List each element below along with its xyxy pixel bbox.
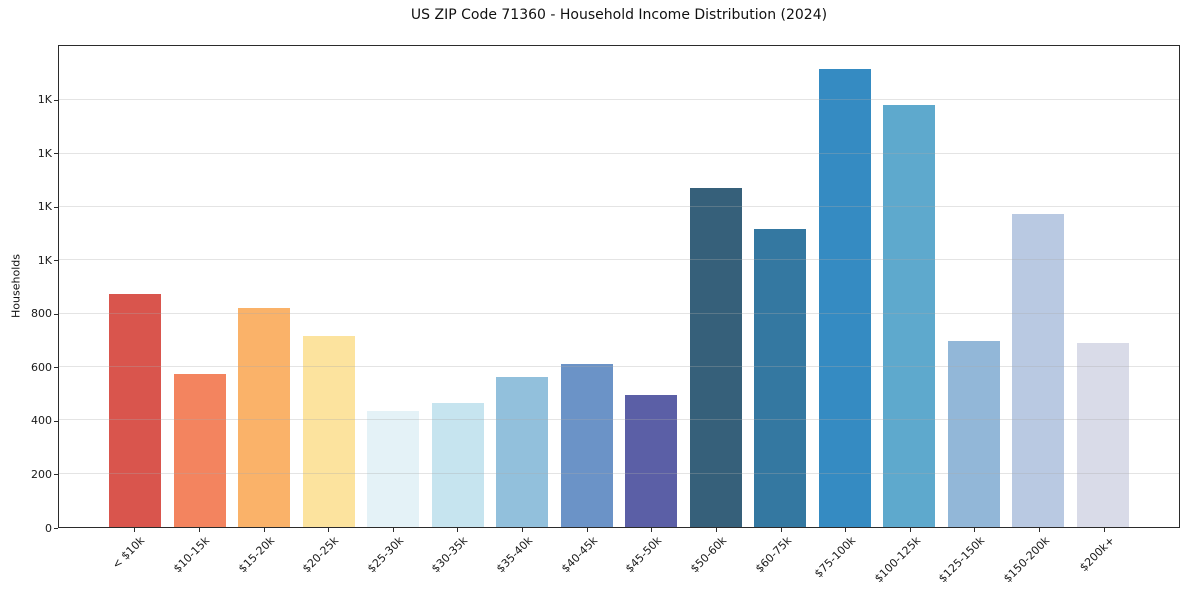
gridline	[59, 259, 1179, 261]
bar	[560, 363, 613, 527]
bar-slot	[1071, 46, 1136, 527]
bar-slot	[619, 46, 684, 527]
bar	[109, 293, 162, 527]
gridline	[59, 419, 1179, 421]
x-tick-label: $100-125k	[871, 534, 924, 586]
chart-title: US ZIP Code 71360 - Household Income Dis…	[410, 7, 828, 23]
y-tick-mark	[54, 474, 58, 476]
bar-slot	[813, 46, 878, 527]
x-tick-mark	[845, 528, 847, 532]
x-tick-label: $60-75k	[752, 534, 794, 576]
bar	[496, 377, 549, 527]
x-tick-mark	[974, 528, 976, 532]
gridline	[59, 152, 1179, 154]
x-tick-mark	[328, 528, 330, 532]
y-tick-mark	[54, 153, 58, 155]
y-tick-mark	[54, 260, 58, 262]
bar-slot	[942, 46, 1007, 527]
y-tick-mark	[54, 367, 58, 369]
bar-slot	[297, 46, 362, 527]
bar	[883, 105, 936, 527]
x-tick-mark	[586, 528, 588, 532]
gridline	[59, 99, 1179, 101]
bar	[1012, 213, 1065, 527]
bar	[302, 336, 355, 527]
bar	[754, 228, 807, 527]
x-tick-mark	[651, 528, 653, 532]
bar	[947, 340, 1000, 527]
x-tick-label: $20-25k	[300, 534, 342, 576]
bar	[689, 187, 742, 527]
y-tick-label: 0	[45, 521, 52, 535]
bar-slot	[426, 46, 491, 527]
gridline	[59, 206, 1179, 208]
x-tick-mark	[909, 528, 911, 532]
x-tick-label: $40-45k	[558, 534, 600, 576]
x-tick-label: $15-20k	[235, 534, 277, 576]
x-tick-label: $45-50k	[623, 534, 665, 576]
y-tick-label: 1K	[37, 253, 52, 267]
x-tick-label: $30-35k	[429, 534, 471, 576]
x-tick-mark	[715, 528, 717, 532]
x-tick-mark	[780, 528, 782, 532]
bar-slot	[684, 46, 749, 527]
bar	[238, 308, 291, 527]
y-tick-label: 800	[31, 307, 52, 321]
y-tick-label: 600	[31, 360, 52, 374]
x-tick-mark	[522, 528, 524, 532]
bar-slot	[232, 46, 297, 527]
bar-slot	[1006, 46, 1071, 527]
x-tick-label: $75-100k	[812, 534, 859, 581]
bar-slot	[877, 46, 942, 527]
gridline	[59, 366, 1179, 368]
bar	[625, 394, 678, 527]
gridline	[59, 312, 1179, 314]
x-tick-label: $200k+	[1076, 534, 1117, 575]
y-tick-label: 200	[31, 467, 52, 481]
y-tick-label: 400	[31, 414, 52, 428]
x-tick-label: < $10k	[109, 534, 148, 572]
x-tick-label: $25-30k	[364, 534, 407, 576]
bar-slot	[103, 46, 168, 527]
x-tick-mark	[134, 528, 136, 532]
bar	[173, 373, 226, 527]
y-tick-mark	[54, 420, 58, 422]
x-tick-label: $150-200k	[1001, 534, 1053, 586]
bar-slot	[168, 46, 233, 527]
bars-container	[59, 46, 1179, 527]
y-tick-mark	[54, 99, 58, 101]
bar	[431, 403, 484, 527]
bar-slot	[748, 46, 813, 527]
bar-slot	[361, 46, 426, 527]
x-tick-mark	[392, 528, 394, 532]
y-tick-mark	[54, 206, 58, 208]
bar	[1076, 343, 1129, 527]
y-tick-mark	[54, 313, 58, 315]
x-tick-label: $10-15k	[170, 534, 213, 576]
x-tick-mark	[263, 528, 265, 532]
x-tick-label: $50-60k	[687, 534, 730, 576]
y-tick-mark	[54, 528, 58, 529]
x-tick-label: $125-150k	[936, 534, 988, 586]
bar-slot	[490, 46, 555, 527]
bar	[367, 411, 420, 527]
bar-slot	[555, 46, 620, 527]
x-tick-mark	[1039, 528, 1041, 532]
x-tick-mark	[457, 528, 459, 532]
x-tick-label: $35-40k	[493, 534, 536, 576]
x-tick-mark	[198, 528, 200, 532]
y-tick-label: 1K	[37, 200, 52, 214]
plot-area	[58, 45, 1180, 528]
x-tick-mark	[1103, 528, 1105, 532]
y-tick-label: 1K	[37, 146, 52, 160]
gridline	[59, 472, 1179, 474]
y-tick-label: 1K	[37, 93, 52, 107]
bar	[818, 68, 871, 527]
